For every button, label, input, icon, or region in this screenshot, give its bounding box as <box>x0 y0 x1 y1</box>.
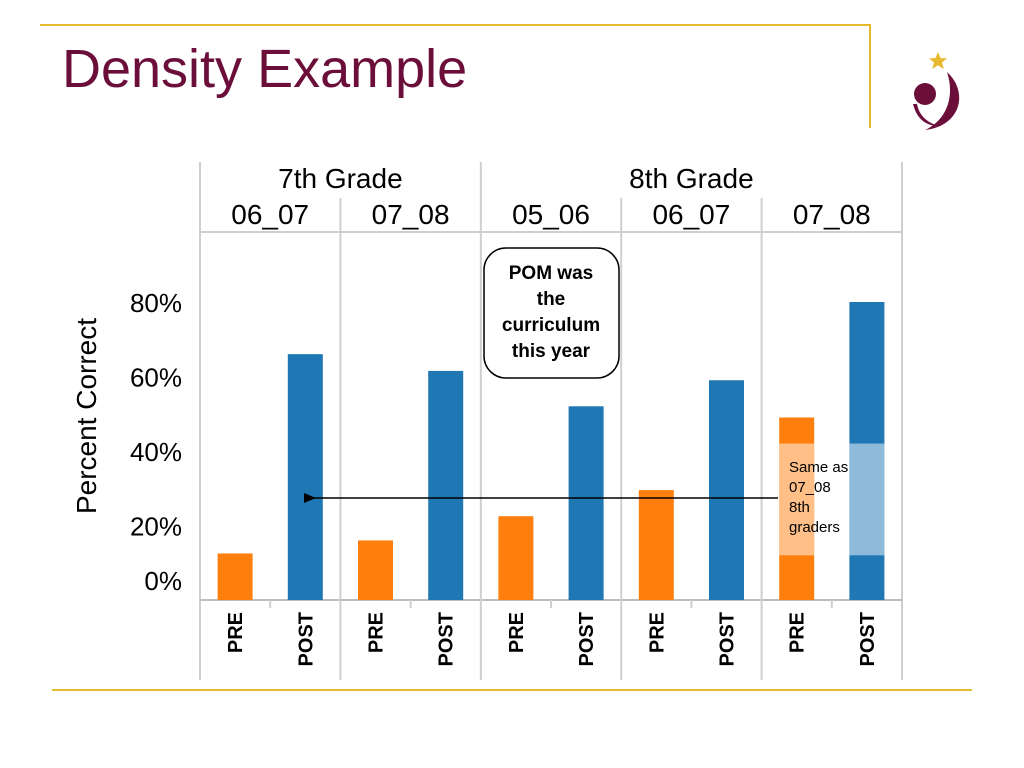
bottom-rule <box>52 689 972 691</box>
chart-frame <box>199 162 903 680</box>
bar-pre <box>638 490 674 600</box>
bar-pre <box>358 540 393 600</box>
year-header: 07_08 <box>372 199 450 230</box>
callout-box <box>483 247 620 379</box>
y-tick-label: 0% <box>144 566 182 596</box>
y-axis-label: Percent Correct <box>71 318 102 514</box>
bar-post <box>287 354 323 600</box>
highlight-band <box>849 443 885 556</box>
callout-line: curriculum <box>502 315 600 336</box>
category-label: POST <box>295 612 317 666</box>
note-line: graders <box>789 519 840 536</box>
title-rule-side <box>869 24 871 128</box>
bar-post <box>428 370 464 600</box>
category-labels: PRE POST PRE POST PRE POST PRE POST PRE POST <box>225 612 879 666</box>
category-label: PRE <box>646 612 668 653</box>
y-axis: 0% 20% 40% 60% 80% Percent Correct <box>71 288 182 596</box>
annotations: POM was the curriculum this year Same as 07_0… <box>304 247 848 536</box>
category-label: POST <box>436 612 458 666</box>
grade-header: 7th Grade <box>278 163 403 194</box>
y-tick-label: 20% <box>130 512 182 542</box>
category-label: PRE <box>366 612 388 653</box>
bars <box>217 302 885 600</box>
logo-icon <box>913 52 960 130</box>
year-header: 06_07 <box>231 199 309 230</box>
y-tick-label: 40% <box>130 437 182 467</box>
year-header: 05_06 <box>512 199 590 230</box>
note-line: 07_08 <box>789 479 831 496</box>
category-label: POST <box>857 612 879 666</box>
grade-header: 8th Grade <box>629 163 754 194</box>
slide-title: Density Example <box>62 39 468 99</box>
chart-headers: 7th Grade 8th Grade 06_07 07_08 05_06 06_07 07… <box>231 163 870 230</box>
callout-line: the <box>537 289 566 310</box>
y-tick-label: 60% <box>130 363 182 393</box>
callout-line: POM was <box>509 263 593 284</box>
bar-post <box>709 380 744 600</box>
note-line: Same as <box>789 459 848 476</box>
highlight-band <box>779 443 815 556</box>
category-label: POST <box>717 612 739 666</box>
title-rule-top <box>40 24 870 26</box>
callout-line: this year <box>512 341 591 362</box>
y-tick-label: 80% <box>130 288 182 318</box>
bar-pre <box>498 516 534 600</box>
category-label: PRE <box>787 612 809 653</box>
bar-pre <box>217 553 253 600</box>
category-label: PRE <box>225 612 247 653</box>
note-text: Same as 07_08 8th graders <box>789 459 848 536</box>
note-line: 8th <box>789 499 810 516</box>
category-label: POST <box>576 612 598 666</box>
callout-text: POM was the curriculum this year <box>502 263 600 362</box>
year-header: 06_07 <box>652 199 730 230</box>
year-header: 07_08 <box>793 199 871 230</box>
category-label: PRE <box>506 612 528 653</box>
bar-post <box>568 406 604 600</box>
